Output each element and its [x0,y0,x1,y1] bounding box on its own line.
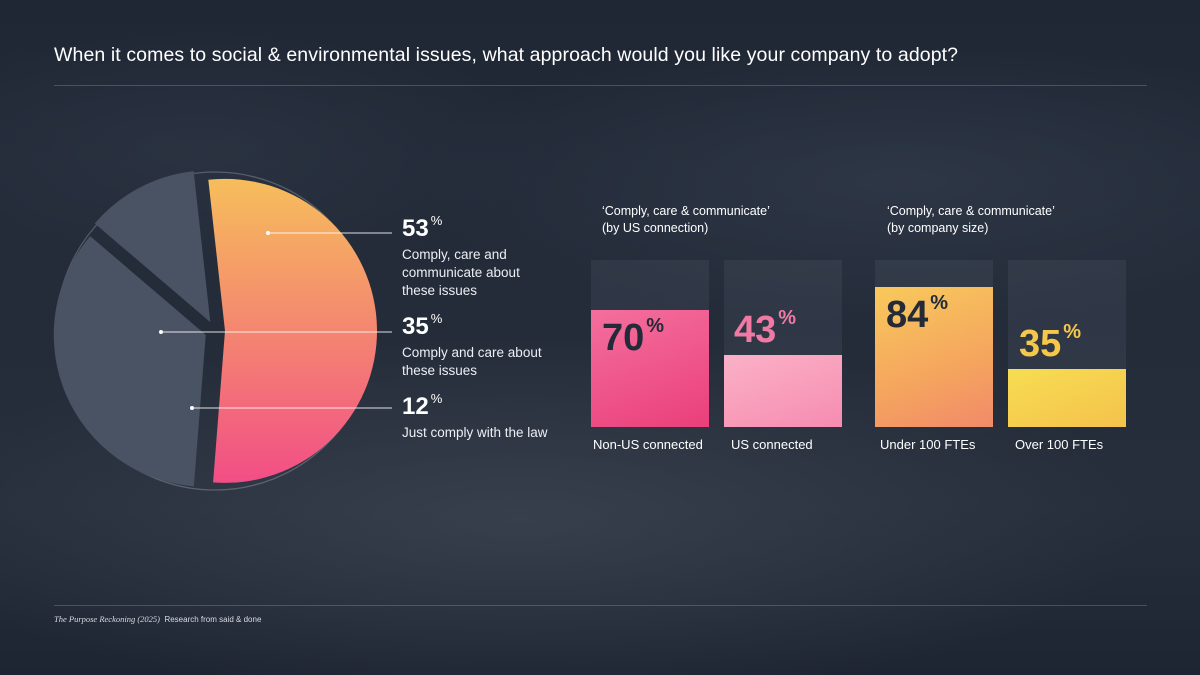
pie-leader-dot [266,231,270,235]
bar-category-label: Non-US connected [593,437,703,452]
bar-under-100-ftes [875,286,993,427]
bar-category-label: US connected [731,437,813,452]
bar-value-label: 70% [602,315,665,360]
bar-us-connected [724,355,842,427]
bar-slot: 43% [724,260,842,427]
pie-legend-value: 12% [402,391,443,420]
bar-value-label: 43% [734,307,797,352]
pie-legend-value: 35% [402,311,443,340]
bar-slot: 35% [1008,260,1126,427]
page-title: When it comes to social & environmental … [54,44,959,66]
pie-legend-item: 35% Comply and care about these issues [402,311,552,380]
bar-slot: 70% [591,260,709,427]
bar-non-us-connected [591,310,709,427]
pie-legend-label: Comply, care and communicate about these… [402,247,520,298]
pie-legend-value: 53% [402,213,443,242]
bar-over-100-ftes [1008,368,1126,427]
bar-category-label: Under 100 FTEs [880,437,976,452]
pie-slice-comply-care-communicate [208,178,377,483]
pie-slice-comply-care [53,236,206,487]
pie-legend-label: Just comply with the law [402,425,548,440]
bar-group-title-us: ‘Comply, care & communicate’ (by US conn… [602,204,770,235]
pie-leader-dot [159,330,163,334]
footer: The Purpose Reckoning (2025) Research fr… [54,614,261,624]
bar-group-title-size: ‘Comply, care & communicate’ (by company… [887,204,1055,235]
pie-legend-item: 12% Just comply with the law [402,391,552,442]
footer-source: The Purpose Reckoning (2025) [54,614,160,624]
footer-credit: Research from said & done [164,615,262,624]
footer-divider [54,605,1147,606]
pie-legend-label: Comply and care about these issues [402,345,542,378]
bar-value-label: 35% [1019,320,1082,365]
pie-slice-just-comply [94,171,211,323]
bar-category-label: Over 100 FTEs [1015,437,1104,452]
pie-legend-item: 53% Comply, care and communicate about t… [402,213,552,300]
title-divider [54,85,1147,86]
bar-slot: 84% [875,260,993,427]
pie-leader-dot [190,406,194,410]
bar-value-label: 84% [886,291,949,336]
